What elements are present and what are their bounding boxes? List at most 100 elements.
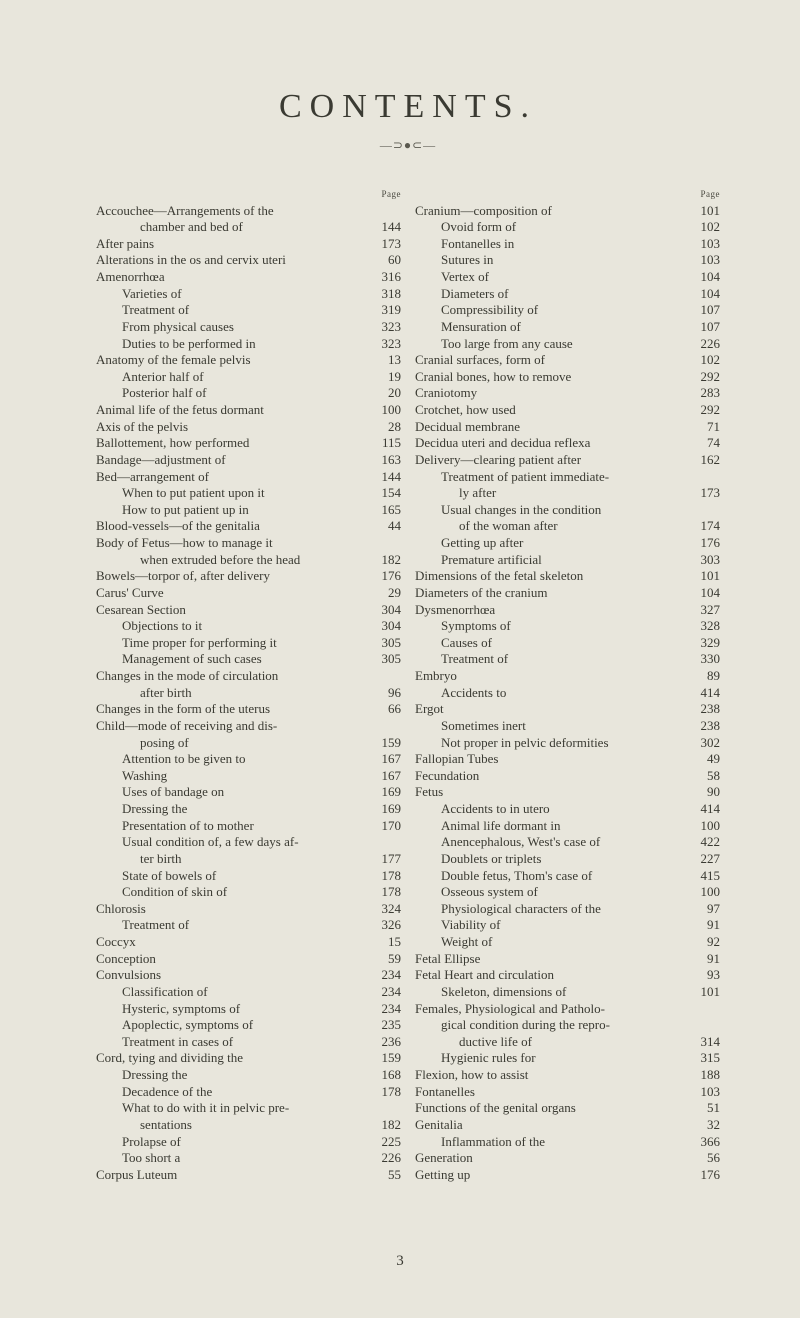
- index-entry: Conception59: [96, 951, 401, 968]
- index-entry: Fetus90: [415, 784, 720, 801]
- index-entry: Usual changes in the condition: [415, 502, 720, 519]
- index-entry: Child—mode of receiving and dis-: [96, 718, 401, 735]
- index-entry: What to do with it in pelvic pre-: [96, 1100, 401, 1117]
- entry-label: Mensuration of: [415, 319, 686, 336]
- index-entry: Animal life dormant in100: [415, 818, 720, 835]
- entry-page: 292: [686, 369, 720, 386]
- entry-page: 415: [686, 868, 720, 885]
- entry-label: after birth: [96, 685, 367, 702]
- entry-page: 167: [367, 751, 401, 768]
- entry-page: 234: [367, 967, 401, 984]
- index-entry: Cranial bones, how to remove292: [415, 369, 720, 386]
- entry-page: 170: [367, 818, 401, 835]
- entry-label: Management of such cases: [96, 651, 367, 668]
- entry-page: 101: [686, 568, 720, 585]
- entry-label: Anencephalous, West's case of: [415, 834, 686, 851]
- entry-label: Fontanelles in: [415, 236, 686, 253]
- entry-page: 107: [686, 319, 720, 336]
- entry-page: 169: [367, 784, 401, 801]
- index-entry: Coccyx15: [96, 934, 401, 951]
- index-entry: When to put patient upon it154: [96, 485, 401, 502]
- entry-page: 51: [686, 1100, 720, 1117]
- entry-page: 305: [367, 651, 401, 668]
- entry-page: 226: [367, 1150, 401, 1167]
- index-entry: Bowels—torpor of, after delivery176: [96, 568, 401, 585]
- index-entry: After pains173: [96, 236, 401, 253]
- index-entry: Cranium—composition of101: [415, 203, 720, 220]
- entry-page: 91: [686, 917, 720, 934]
- index-entry: Physiological characters of the97: [415, 901, 720, 918]
- entry-page: 238: [686, 701, 720, 718]
- entry-label: Symptoms of: [415, 618, 686, 635]
- index-entry: Fetal Ellipse91: [415, 951, 720, 968]
- entry-page: 182: [367, 552, 401, 569]
- entry-label: Carus' Curve: [96, 585, 367, 602]
- entry-label: Viability of: [415, 917, 686, 934]
- entry-page: 227: [686, 851, 720, 868]
- index-entry: Getting up after176: [415, 535, 720, 552]
- entry-label: Fecundation: [415, 768, 686, 785]
- entry-label: Anterior half of: [96, 369, 367, 386]
- entry-label: Bed—arrangement of: [96, 469, 367, 486]
- index-entry: Dressing the168: [96, 1067, 401, 1084]
- index-entry: From physical causes323: [96, 319, 401, 336]
- entry-page: 178: [367, 868, 401, 885]
- entry-page: 93: [686, 967, 720, 984]
- entry-label: Attention to be given to: [96, 751, 367, 768]
- entry-label: Vertex of: [415, 269, 686, 286]
- entry-label: of the woman after: [415, 518, 686, 535]
- index-entry: Embryo89: [415, 668, 720, 685]
- entry-label: posing of: [96, 735, 367, 752]
- entry-label: Treatment of: [96, 917, 367, 934]
- entry-page: 316: [367, 269, 401, 286]
- entry-page: 19: [367, 369, 401, 386]
- index-entry: Anatomy of the female pelvis13: [96, 352, 401, 369]
- index-entry: Apoplectic, symptoms of235: [96, 1017, 401, 1034]
- index-entry: Vertex of104: [415, 269, 720, 286]
- entry-page: 168: [367, 1067, 401, 1084]
- entry-label: Prolapse of: [96, 1134, 367, 1151]
- entry-page: 366: [686, 1134, 720, 1151]
- index-entry: Fetal Heart and circulation93: [415, 967, 720, 984]
- entry-label: Crotchet, how used: [415, 402, 686, 419]
- entry-label: Double fetus, Thom's case of: [415, 868, 686, 885]
- entry-page: 49: [686, 751, 720, 768]
- index-entry: Hysteric, symptoms of234: [96, 1001, 401, 1018]
- index-entry: Diameters of the cranium104: [415, 585, 720, 602]
- index-entry: Condition of skin of178: [96, 884, 401, 901]
- index-entry: Dressing the169: [96, 801, 401, 818]
- index-entry: Axis of the pelvis28: [96, 419, 401, 436]
- entry-label: Causes of: [415, 635, 686, 652]
- entry-label: Fetal Ellipse: [415, 951, 686, 968]
- index-entry: Washing167: [96, 768, 401, 785]
- entry-page: 90: [686, 784, 720, 801]
- entry-label: Chlorosis: [96, 901, 367, 918]
- index-entry: Cord, tying and dividing the159: [96, 1050, 401, 1067]
- entry-label: Anatomy of the female pelvis: [96, 352, 367, 369]
- entry-label: From physical causes: [96, 319, 367, 336]
- index-entry: Decidua uteri and decidua reflexa74: [415, 435, 720, 452]
- entry-page: 169: [367, 801, 401, 818]
- index-entry: Anterior half of19: [96, 369, 401, 386]
- entry-label: Body of Fetus—how to manage it: [96, 535, 367, 552]
- index-entry: Craniotomy283: [415, 385, 720, 402]
- entry-page: 154: [367, 485, 401, 502]
- entry-page: 414: [686, 801, 720, 818]
- index-entry: Convulsions234: [96, 967, 401, 984]
- entry-page: 422: [686, 834, 720, 851]
- entry-label: How to put patient up in: [96, 502, 367, 519]
- index-entry: Diameters of104: [415, 286, 720, 303]
- entry-page: 176: [686, 535, 720, 552]
- entry-page: 104: [686, 269, 720, 286]
- index-columns: PageAccouchee—Arrangements of thechamber…: [96, 189, 720, 1183]
- entry-label: Weight of: [415, 934, 686, 951]
- entry-label: Cesarean Section: [96, 602, 367, 619]
- entry-label: Delivery—clearing patient after: [415, 452, 686, 469]
- entry-page: 102: [686, 352, 720, 369]
- index-entry: Ballottement, how performed115: [96, 435, 401, 452]
- entry-label: Changes in the form of the uterus: [96, 701, 367, 718]
- entry-page: 226: [686, 336, 720, 353]
- entry-label: Cord, tying and dividing the: [96, 1050, 367, 1067]
- entry-label: ly after: [415, 485, 686, 502]
- entry-page: 15: [367, 934, 401, 951]
